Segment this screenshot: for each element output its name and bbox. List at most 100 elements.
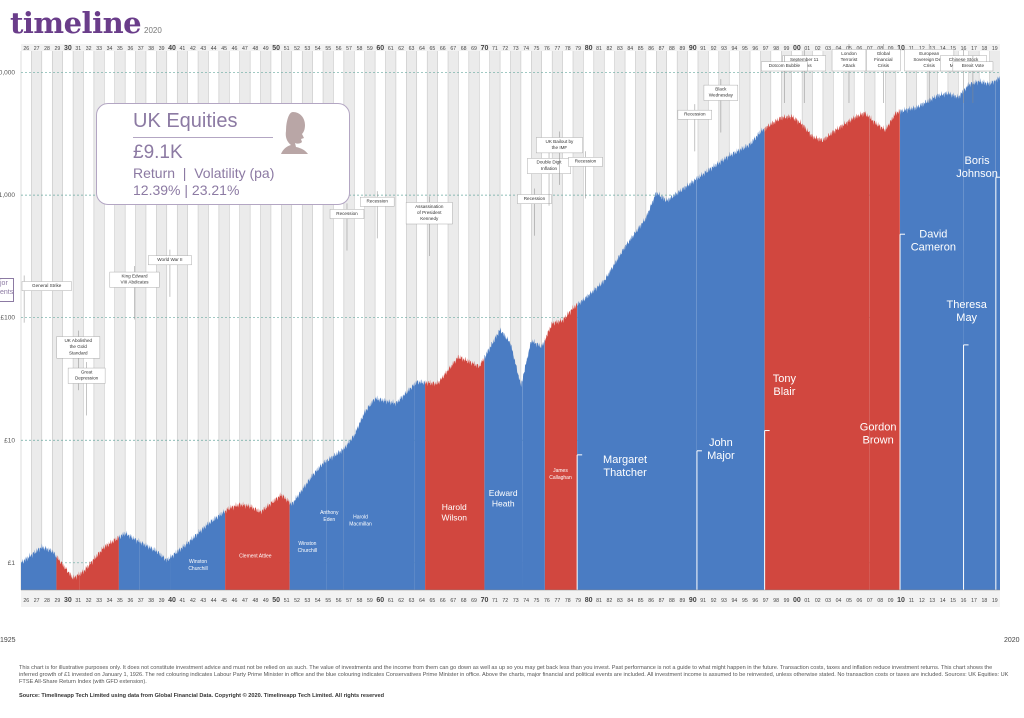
top-year-label: 31 — [75, 46, 81, 52]
top-year-label: 60 — [376, 45, 384, 52]
pm-label: Eden — [323, 517, 335, 523]
event-box — [761, 61, 808, 72]
bottom-year-label: 98 — [773, 598, 779, 604]
bottom-year-label: 55 — [325, 598, 331, 604]
year-band — [281, 51, 292, 590]
bottom-year-label: 41 — [180, 598, 186, 604]
pm-label: David — [919, 229, 947, 241]
bottom-year-label: 83 — [617, 598, 623, 604]
pm-term-area — [414, 379, 426, 590]
top-year-label: 87 — [659, 46, 665, 52]
edition-year: 2020 — [144, 26, 162, 35]
top-year-label: 30 — [64, 45, 72, 52]
return-volatility-values: 12.39% | 23.21% — [133, 182, 240, 198]
bottom-year-label: 42 — [190, 598, 196, 604]
event-label: Double Digit — [537, 160, 563, 165]
top-year-label: 64 — [419, 46, 425, 52]
side-legend-line: jor — [0, 280, 8, 287]
top-year-label: 53 — [305, 46, 311, 52]
bottom-year-label: 90 — [689, 597, 697, 604]
year-band — [156, 51, 167, 590]
top-year-label: 47 — [242, 46, 248, 52]
bottom-year-label: 84 — [627, 598, 633, 604]
bottom-year-label: 36 — [127, 598, 133, 604]
pm-label: Churchill — [298, 548, 317, 554]
year-band — [458, 51, 469, 590]
top-year-label: 12 — [919, 46, 925, 52]
volatility-label: Volatility (pa) — [194, 165, 275, 181]
top-year-label: 50 — [272, 45, 280, 52]
top-year-label: 84 — [627, 46, 633, 52]
event-label: Chinese Stock — [949, 57, 979, 62]
bottom-year-label: 26 — [23, 598, 29, 604]
equity-chart: 2626272728282929303031313232333334343535… — [0, 44, 1020, 644]
year-band — [93, 51, 105, 590]
year-band — [302, 51, 313, 590]
bottom-year-label: 39 — [159, 598, 165, 604]
year-band — [520, 51, 532, 590]
top-year-label: 57 — [346, 46, 352, 52]
pm-term-area — [79, 535, 119, 590]
top-year-label: 45 — [221, 46, 227, 52]
year-band — [552, 51, 563, 590]
top-year-label: 07 — [867, 46, 873, 52]
top-year-label: 49 — [263, 46, 269, 52]
top-year-label: 90 — [689, 45, 697, 52]
year-band — [218, 51, 230, 590]
bottom-year-label: 13 — [929, 598, 935, 604]
bottom-year-label: 29 — [55, 598, 61, 604]
top-year-label: 78 — [565, 46, 571, 52]
pm-term-area — [995, 75, 1000, 590]
year-band — [333, 51, 344, 590]
event-box — [21, 281, 72, 291]
event-label: UK Bailout by — [546, 139, 575, 144]
bottom-year-label: 34 — [107, 598, 113, 604]
top-year-label: 51 — [284, 46, 290, 52]
top-year-label: 42 — [190, 46, 196, 52]
bottom-year-label: 19 — [992, 598, 998, 604]
bottom-year-label: 69 — [471, 598, 477, 604]
event-label: Terrorist — [841, 57, 858, 62]
top-year-label: 33 — [96, 46, 102, 52]
bottom-year-label: 81 — [596, 598, 602, 604]
top-year-label: 11 — [909, 46, 914, 52]
top-year-label: 91 — [700, 46, 706, 52]
event-label: Brexit Vote — [962, 63, 985, 68]
bottom-year-label: 85 — [638, 598, 644, 604]
side-legend-line: ents — [0, 289, 14, 296]
top-year-label: 66 — [440, 46, 446, 52]
pm-term-area — [56, 555, 80, 590]
brand-logo: timeline — [10, 6, 142, 40]
pm-term-area — [425, 354, 485, 590]
event-label: Dotcom Bubble — [769, 63, 801, 68]
bottom-year-label: 30 — [64, 597, 72, 604]
bottom-year-label: 93 — [721, 598, 727, 604]
top-year-label: 52 — [294, 46, 300, 52]
pm-label: Wilson — [442, 512, 468, 522]
top-year-label: 92 — [711, 46, 717, 52]
year-band — [489, 51, 501, 590]
top-year-label: 32 — [86, 46, 92, 52]
event-box — [952, 61, 994, 72]
event-label: Crisis — [923, 63, 935, 68]
event-box — [67, 367, 106, 384]
event-label: Wednesday — [709, 93, 734, 98]
pm-term-area — [696, 127, 765, 590]
top-year-label: 68 — [461, 46, 467, 52]
pm-label: Anthony — [320, 510, 339, 516]
event-label: King Edward — [121, 273, 147, 278]
bottom-year-label: 01 — [804, 598, 810, 604]
year-band — [62, 51, 74, 590]
bottom-year-label: 47 — [242, 598, 248, 604]
bottom-year-label: 52 — [294, 598, 300, 604]
pm-label: May — [956, 312, 977, 324]
bottom-year-label: 50 — [272, 597, 280, 604]
bottom-year-label: 04 — [836, 598, 842, 604]
year-band — [177, 51, 188, 590]
top-year-label: 88 — [669, 46, 675, 52]
bottom-year-label: 67 — [450, 598, 456, 604]
year-band — [21, 51, 32, 590]
bottom-year-label: 02 — [815, 598, 821, 604]
pm-term-area — [139, 540, 171, 590]
y-tick-label: £10,000 — [0, 70, 15, 77]
